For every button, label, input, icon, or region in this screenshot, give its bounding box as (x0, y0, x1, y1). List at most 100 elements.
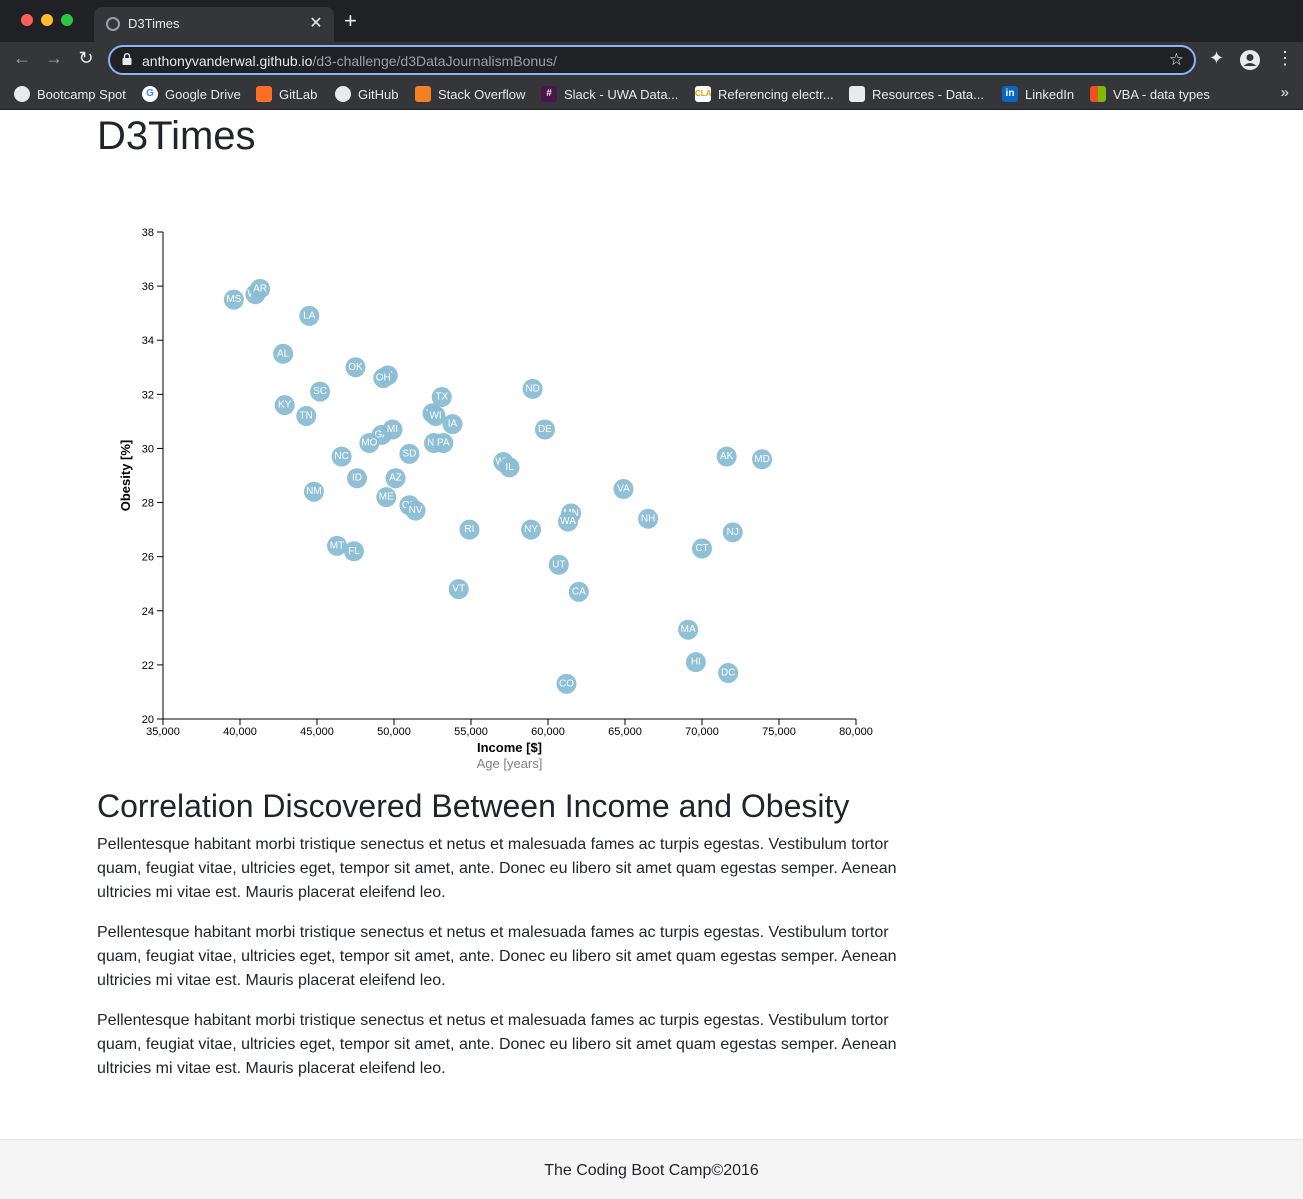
forward-icon[interactable]: → (45, 48, 63, 68)
state-circle[interactable] (274, 395, 295, 416)
close-tab-icon[interactable]: ✕ (309, 15, 323, 32)
state-circle[interactable] (296, 405, 317, 426)
y-axis-title[interactable]: Obesity [%] (118, 440, 133, 512)
bookmark-resources[interactable]: Resources - Data... (849, 84, 984, 104)
x-axis-title[interactable]: Income [$] (477, 740, 542, 755)
state-point-oh[interactable]: OH (373, 368, 394, 389)
state-circle[interactable] (299, 305, 320, 326)
state-circle[interactable] (534, 419, 555, 440)
state-circle[interactable] (752, 449, 773, 470)
bookmark-gitlab[interactable]: GitLab (256, 84, 317, 104)
back-icon[interactable]: ← (13, 48, 31, 68)
state-point-nh[interactable]: NH (638, 508, 659, 529)
state-point-al[interactable]: AL (273, 343, 294, 364)
state-point-ca[interactable]: CA (568, 581, 589, 602)
state-circle[interactable] (273, 343, 294, 364)
extensions-icon[interactable]: ✦ (1209, 48, 1225, 68)
state-point-sd[interactable]: SD (399, 443, 420, 464)
bookmark-stack-overflow[interactable]: Stack Overflow (415, 84, 525, 104)
state-circle[interactable] (250, 278, 271, 299)
state-point-ma[interactable]: MA (678, 619, 699, 640)
state-point-nm[interactable]: NM (303, 481, 324, 502)
state-circle[interactable] (499, 457, 520, 478)
state-point-hi[interactable]: HI (685, 652, 706, 673)
state-point-tn[interactable]: TN (296, 405, 317, 426)
maximize-window-button[interactable] (61, 14, 73, 26)
state-point-me[interactable]: ME (376, 487, 397, 508)
state-point-fl[interactable]: FL (343, 541, 364, 562)
state-circle[interactable] (722, 522, 743, 543)
bookmark-google-drive[interactable]: G Google Drive (142, 84, 241, 104)
x-axis-alt-title[interactable]: Age [years] (477, 756, 543, 771)
state-point-mo[interactable]: MO (359, 433, 380, 454)
state-point-sc[interactable]: SC (310, 381, 331, 402)
state-circle[interactable] (376, 487, 397, 508)
state-circle[interactable] (303, 481, 324, 502)
state-point-wa[interactable]: WA (558, 511, 579, 532)
browser-tab[interactable]: D3Times ✕ (94, 7, 334, 42)
state-point-dc[interactable]: DC (718, 663, 739, 684)
state-circle[interactable] (385, 468, 406, 489)
state-circle[interactable] (692, 538, 712, 559)
state-point-nd[interactable]: ND (522, 378, 543, 399)
state-circle[interactable] (399, 443, 420, 464)
more-bookmarks-icon[interactable]: » (1280, 84, 1289, 101)
state-point-ut[interactable]: UT (548, 554, 569, 575)
state-point-il[interactable]: IL (499, 457, 520, 478)
state-point-vt[interactable]: VT (448, 579, 469, 600)
state-circle[interactable] (522, 378, 543, 399)
new-tab-icon[interactable]: + (344, 8, 357, 33)
bookmark-vba[interactable]: VBA - data types (1090, 84, 1210, 104)
state-circle[interactable] (373, 368, 394, 389)
state-circle[interactable] (359, 433, 380, 454)
state-point-la[interactable]: LA (299, 305, 320, 326)
state-circle[interactable] (716, 446, 737, 467)
state-circle[interactable] (568, 581, 589, 602)
state-circle[interactable] (448, 579, 469, 600)
state-point-md[interactable]: MD (752, 449, 773, 470)
state-circle[interactable] (433, 433, 454, 454)
state-point-nj[interactable]: NJ (722, 522, 743, 543)
state-circle[interactable] (223, 289, 244, 310)
state-point-ak[interactable]: AK (716, 446, 737, 467)
state-circle[interactable] (347, 468, 368, 489)
state-point-nc[interactable]: NC (331, 446, 352, 467)
menu-kebab-icon[interactable]: ⋮ (1276, 48, 1294, 68)
state-circle[interactable] (459, 519, 480, 540)
state-circle[interactable] (442, 414, 463, 435)
state-circle[interactable] (405, 500, 426, 521)
state-circle[interactable] (521, 519, 542, 540)
state-point-va[interactable]: VA (613, 479, 634, 500)
state-point-id[interactable]: ID (347, 468, 368, 489)
state-point-tx[interactable]: TX (431, 387, 452, 408)
bookmark-slack[interactable]: # Slack - UWA Data... (541, 84, 678, 104)
state-point-ri[interactable]: RI (459, 519, 480, 540)
state-circle[interactable] (556, 673, 577, 694)
state-point-ms[interactable]: MS (223, 289, 244, 310)
state-point-pa[interactable]: PA (433, 433, 454, 454)
state-point-ar[interactable]: AR (250, 278, 271, 299)
state-point-nv[interactable]: NV (405, 500, 426, 521)
state-circle[interactable] (382, 419, 403, 440)
state-circle[interactable] (345, 357, 366, 378)
state-point-ok[interactable]: OK (345, 357, 366, 378)
state-point-co[interactable]: CO (556, 673, 577, 694)
address-bar[interactable]: anthonyvanderwal.github.io/d3-challenge/… (108, 45, 1196, 75)
state-point-ct[interactable]: CT (692, 538, 712, 559)
state-circle[interactable] (431, 387, 452, 408)
reload-icon[interactable]: ↻ (78, 48, 94, 68)
state-point-wi[interactable]: WI (425, 405, 446, 426)
bookmark-referencing[interactable]: CLA Referencing electr... (695, 84, 834, 104)
bookmark-github[interactable]: GitHub (335, 84, 398, 104)
state-point-az[interactable]: AZ (385, 468, 406, 489)
state-point-mt[interactable]: MT (327, 535, 348, 556)
bookmark-bootcamp-spot[interactable]: Bootcamp Spot (14, 84, 126, 104)
state-circle[interactable] (685, 652, 706, 673)
state-point-de[interactable]: DE (534, 419, 555, 440)
state-point-ky[interactable]: KY (274, 395, 295, 416)
state-point-mi[interactable]: MI (382, 419, 403, 440)
state-circle[interactable] (613, 479, 634, 500)
state-circle[interactable] (310, 381, 331, 402)
close-window-button[interactable] (21, 14, 33, 26)
state-point-ny[interactable]: NY (521, 519, 542, 540)
